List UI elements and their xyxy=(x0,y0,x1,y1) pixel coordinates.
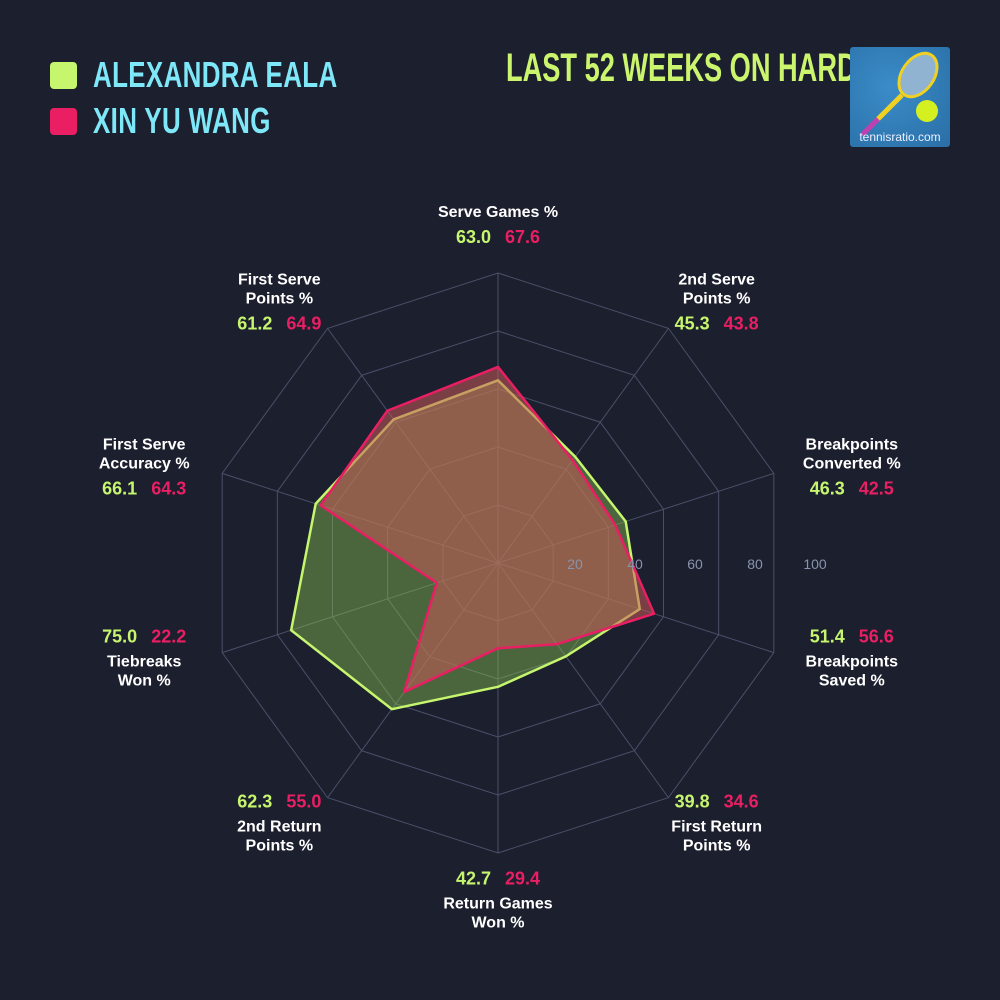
axis-label: First Serve Points % xyxy=(237,271,321,309)
axis-label-group: First Serve Accuracy % 66.1 64.3 xyxy=(99,436,190,505)
legend-label: XIN YU WANG xyxy=(93,100,271,141)
axis-label-group: 39.8 34.6 First Return Points % xyxy=(671,786,762,855)
axis-label-group: 51.4 56.6 Breakpoints Saved % xyxy=(806,621,898,690)
axis-label-line: Breakpoints xyxy=(805,436,899,454)
data-labels: 75.0 22.2 xyxy=(102,627,186,646)
data-labels: 51.4 56.6 xyxy=(806,627,898,646)
data-label-player2: 55.0 xyxy=(286,791,322,812)
axis-label: Return Games Won % xyxy=(443,895,552,933)
legend-item-player2: XIN YU WANG xyxy=(50,98,433,144)
axis-label-line: First Serve xyxy=(237,271,321,289)
axis-label-line: Converted % xyxy=(802,455,901,473)
data-label-player2: 56.6 xyxy=(858,626,894,647)
axis-label: First Return Points % xyxy=(671,817,762,855)
data-labels: 42.7 29.4 xyxy=(443,868,552,889)
tennisratio-logo: tennisratio.com xyxy=(850,47,950,147)
data-label-player1: 46.3 xyxy=(809,478,845,499)
legend-swatch-player1 xyxy=(50,61,77,89)
axis-label-line: Points % xyxy=(245,290,314,308)
data-label-player2: 29.4 xyxy=(505,868,541,889)
axis-label-line: First Serve xyxy=(102,436,186,454)
data-label-player1: 51.4 xyxy=(809,626,845,647)
axis-label-group: 75.0 22.2 Tiebreaks Won % xyxy=(102,621,186,690)
data-label-player1: 42.7 xyxy=(455,868,491,889)
series-area-2 xyxy=(319,365,656,694)
tick-label: 20 xyxy=(567,556,583,572)
axis-label-line: Points % xyxy=(682,290,751,308)
axis-label-line: Tiebreaks xyxy=(106,653,182,671)
axis-label-group: 62.3 55.0 2nd Return Points % xyxy=(237,786,321,855)
axis-label-line: Accuracy % xyxy=(98,455,190,473)
axis-label-line: Saved % xyxy=(818,672,885,690)
tick-label: 100 xyxy=(803,556,827,572)
axis-label: Tiebreaks Won % xyxy=(102,652,186,690)
axis-label: Serve Games % xyxy=(438,203,558,222)
axis-label-group: Breakpoints Converted % 46.3 42.5 xyxy=(803,436,901,505)
axis-label: Breakpoints Converted % xyxy=(803,436,901,474)
axis-label: First Serve Accuracy % xyxy=(99,436,190,474)
data-label-player1: 45.3 xyxy=(674,313,710,334)
axis-label-line: Won % xyxy=(117,672,171,690)
racket-ball-icon xyxy=(860,51,939,137)
axis-label-line: Points % xyxy=(682,837,751,855)
data-label-player1: 75.0 xyxy=(102,626,138,647)
axis-label-group: 2nd Serve Points % 45.3 43.8 xyxy=(675,271,759,340)
axis-label-line: 2nd Return xyxy=(237,818,322,836)
data-label-player1: 63.0 xyxy=(455,227,491,247)
legend-item-player1: ALEXANDRA EALA xyxy=(50,52,433,98)
data-label-player2: 64.3 xyxy=(151,478,187,499)
data-label-player1: 66.1 xyxy=(102,478,138,499)
data-label-player2: 42.5 xyxy=(858,478,894,499)
data-label-player2: 22.2 xyxy=(151,626,187,647)
axis-label-line: Won % xyxy=(471,914,525,932)
logo-text: tennisratio.com xyxy=(859,130,941,144)
data-label-player1: 39.8 xyxy=(674,791,710,812)
data-label-player2: 67.6 xyxy=(504,227,541,247)
data-label-player2: 64.9 xyxy=(286,313,322,334)
tick-label: 40 xyxy=(627,556,643,572)
data-labels: 45.3 43.8 xyxy=(674,313,759,334)
data-label-player2: 43.8 xyxy=(723,313,759,334)
axis-label-line: Return Games xyxy=(443,895,553,913)
axis-label: Breakpoints Saved % xyxy=(806,652,898,690)
legend-label: ALEXANDRA EALA xyxy=(93,54,338,95)
axis-label: 2nd Return Points % xyxy=(237,817,321,855)
axis-label-line: Breakpoints xyxy=(805,653,899,671)
axis-label-group: 42.7 29.4 Return Games Won % xyxy=(443,864,552,933)
data-label-player1: 61.2 xyxy=(237,313,273,334)
axis-label-line: First Return xyxy=(671,818,762,836)
data-label-player1: 62.3 xyxy=(237,791,273,812)
legend-swatch-player2 xyxy=(50,107,77,135)
axis-label: 2nd Serve Points % xyxy=(675,271,759,309)
data-labels: 62.3 55.0 xyxy=(237,792,321,811)
data-labels: 63.0 67.6 xyxy=(438,228,558,247)
axis-label-line: Serve Games % xyxy=(437,204,559,221)
axis-label-group: Serve Games % 63.0 67.6 xyxy=(438,203,558,253)
data-label-player2: 34.6 xyxy=(723,791,759,812)
data-labels: 61.2 64.9 xyxy=(237,313,322,334)
data-labels: 46.3 42.5 xyxy=(803,478,901,499)
legend: ALEXANDRA EALA XIN YU WANG xyxy=(50,52,433,144)
data-labels: 39.8 34.6 xyxy=(671,792,762,811)
axis-label-line: 2nd Serve xyxy=(678,271,755,289)
tick-label: 80 xyxy=(747,556,763,572)
chart-title: LAST 52 WEEKS ON HARD xyxy=(506,46,857,90)
axis-label-group: First Serve Points % 61.2 64.9 xyxy=(237,271,321,340)
data-labels: 66.1 64.3 xyxy=(99,478,190,499)
axis-label-line: Points % xyxy=(245,837,314,855)
tick-label: 60 xyxy=(687,556,703,572)
